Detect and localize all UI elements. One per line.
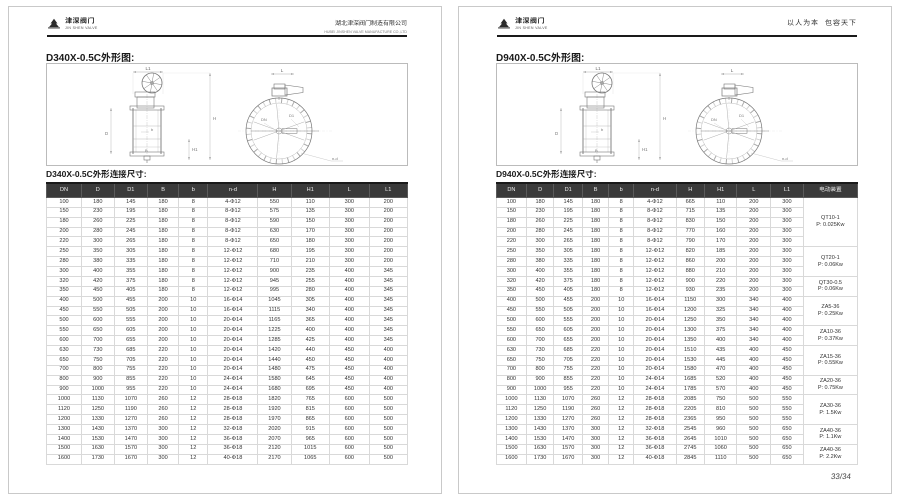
svg-text:D: D: [105, 131, 108, 136]
svg-text:b: b: [151, 127, 154, 132]
svg-text:b: b: [601, 127, 604, 132]
svg-text:L1: L1: [595, 66, 601, 71]
svg-text:H: H: [663, 116, 666, 121]
svg-text:DN: DN: [711, 117, 717, 122]
svg-text:DN: DN: [261, 117, 267, 122]
svg-text:D1: D1: [289, 113, 295, 118]
svg-text:H1: H1: [642, 147, 648, 152]
svg-text:H: H: [213, 116, 216, 121]
svg-text:B: B: [595, 148, 598, 153]
svg-text:L: L: [281, 68, 284, 73]
svg-text:H1: H1: [192, 147, 198, 152]
svg-text:L: L: [731, 68, 734, 73]
svg-text:n-d: n-d: [782, 156, 788, 161]
svg-text:L1: L1: [145, 66, 151, 71]
svg-text:D: D: [555, 131, 558, 136]
svg-text:D1: D1: [739, 113, 745, 118]
svg-text:B: B: [145, 148, 148, 153]
svg-text:n-d: n-d: [332, 156, 338, 161]
